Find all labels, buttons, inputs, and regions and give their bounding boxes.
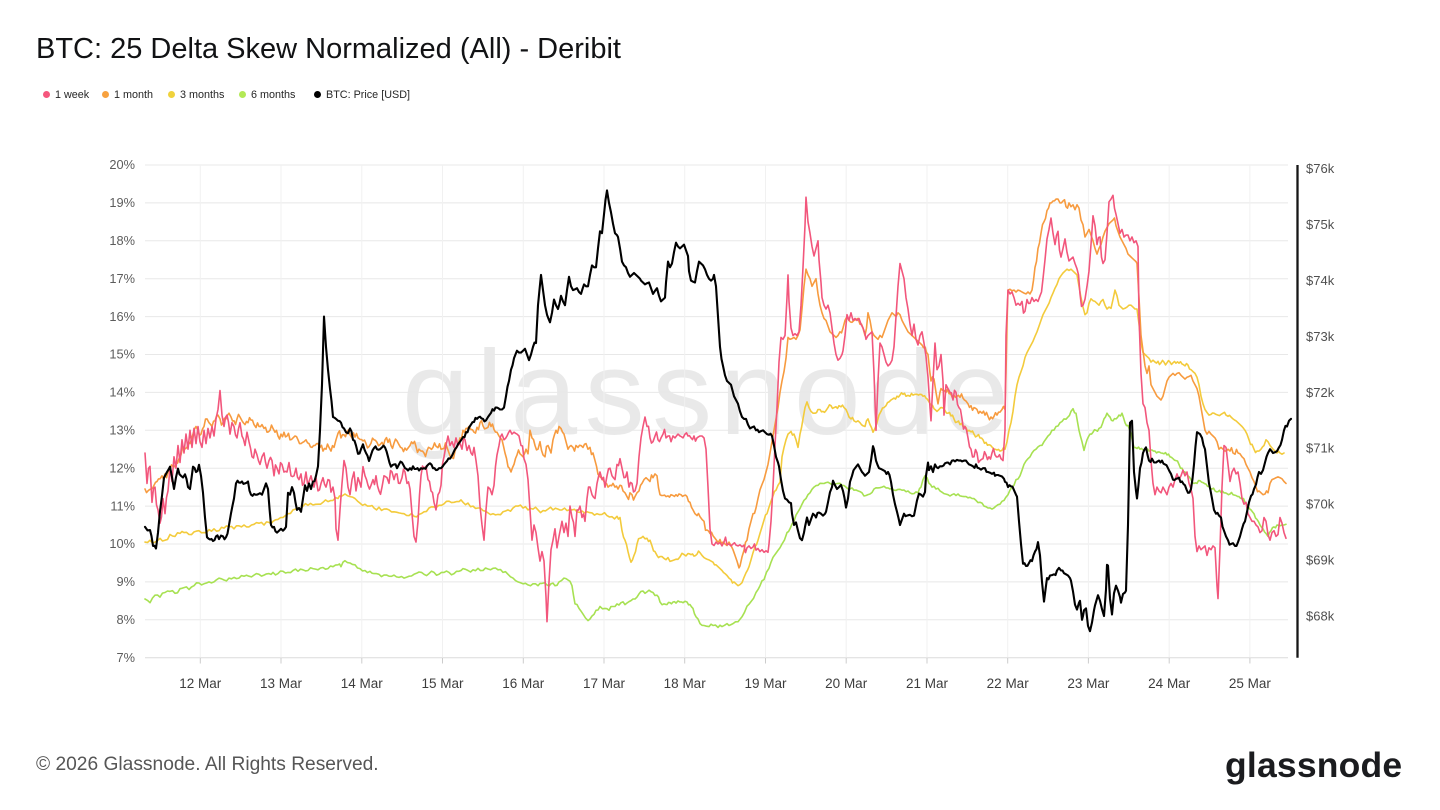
svg-text:15%: 15% (109, 347, 135, 362)
svg-text:12 Mar: 12 Mar (179, 676, 222, 691)
svg-text:24 Mar: 24 Mar (1148, 676, 1191, 691)
svg-text:18%: 18% (109, 233, 135, 248)
svg-text:20 Mar: 20 Mar (825, 676, 868, 691)
svg-text:15 Mar: 15 Mar (421, 676, 464, 691)
svg-text:$71k: $71k (1306, 441, 1335, 456)
svg-text:$74k: $74k (1306, 273, 1335, 288)
svg-text:13 Mar: 13 Mar (260, 676, 303, 691)
svg-text:17 Mar: 17 Mar (583, 676, 626, 691)
svg-text:$73k: $73k (1306, 329, 1335, 344)
svg-text:$68k: $68k (1306, 608, 1335, 623)
svg-text:$72k: $72k (1306, 385, 1335, 400)
svg-text:14 Mar: 14 Mar (341, 676, 384, 691)
svg-text:21 Mar: 21 Mar (906, 676, 949, 691)
svg-text:16%: 16% (109, 309, 135, 324)
svg-text:$75k: $75k (1306, 217, 1335, 232)
svg-text:23 Mar: 23 Mar (1067, 676, 1110, 691)
svg-text:20%: 20% (109, 157, 135, 172)
svg-text:9%: 9% (117, 574, 136, 589)
svg-text:13%: 13% (109, 423, 135, 438)
svg-text:14%: 14% (109, 385, 135, 400)
svg-text:19%: 19% (109, 195, 135, 210)
svg-text:10%: 10% (109, 536, 135, 551)
svg-text:18 Mar: 18 Mar (664, 676, 707, 691)
svg-text:7%: 7% (117, 650, 136, 665)
svg-text:$76k: $76k (1306, 161, 1335, 176)
svg-text:$70k: $70k (1306, 497, 1335, 512)
svg-text:25 Mar: 25 Mar (1229, 676, 1272, 691)
svg-text:22 Mar: 22 Mar (987, 676, 1030, 691)
svg-text:11%: 11% (110, 498, 135, 513)
svg-text:12%: 12% (109, 460, 135, 475)
svg-text:16 Mar: 16 Mar (502, 676, 545, 691)
svg-text:$69k: $69k (1306, 553, 1335, 568)
svg-text:17%: 17% (109, 271, 135, 286)
svg-text:19 Mar: 19 Mar (744, 676, 787, 691)
svg-text:8%: 8% (117, 612, 136, 627)
